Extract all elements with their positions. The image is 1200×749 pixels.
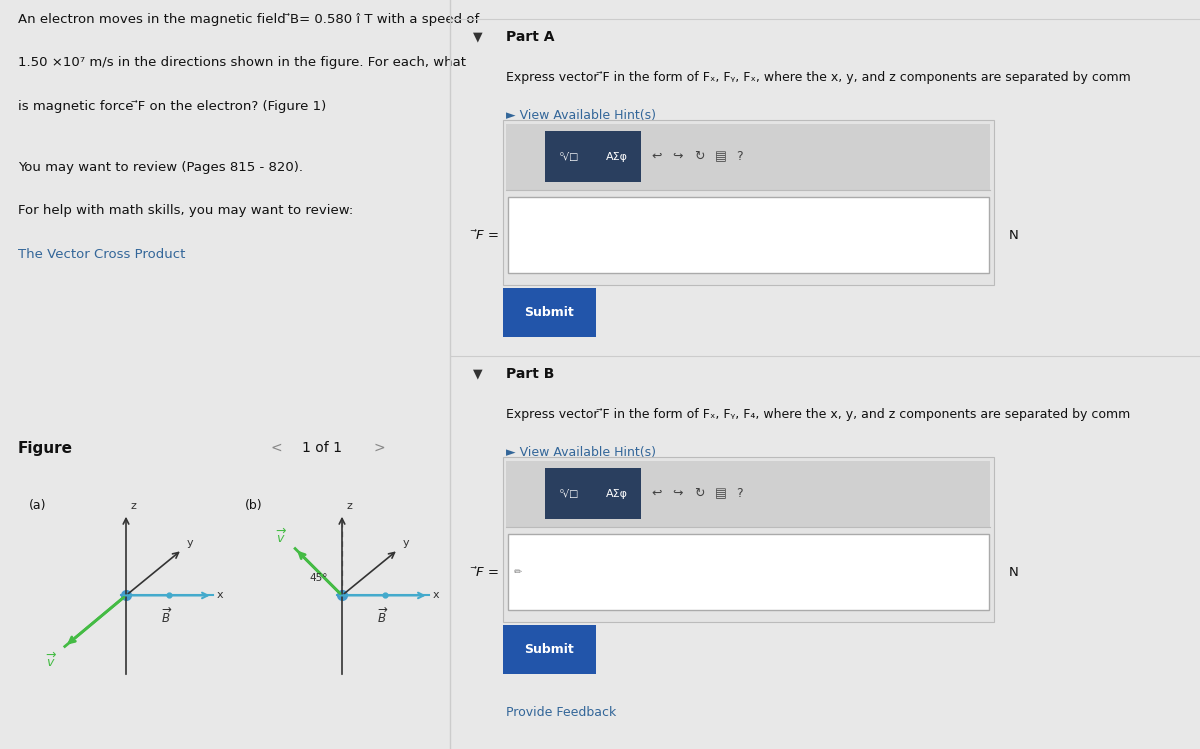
FancyBboxPatch shape (545, 131, 593, 182)
Text: x: x (217, 590, 223, 601)
Text: ✏: ✏ (514, 567, 522, 577)
Text: ↩: ↩ (652, 487, 662, 500)
Text: y: y (402, 538, 409, 548)
Text: (b): (b) (245, 499, 263, 512)
Text: ?: ? (736, 150, 743, 163)
Text: Provide Feedback: Provide Feedback (506, 706, 617, 719)
Text: ↻: ↻ (694, 150, 704, 163)
Text: An electron moves in the magnetic field ⃗B= 0.580 î T with a speed of: An electron moves in the magnetic field … (18, 13, 479, 26)
Text: ↩: ↩ (652, 150, 662, 163)
Text: ↪: ↪ (673, 487, 683, 500)
Text: N: N (1009, 228, 1019, 242)
FancyBboxPatch shape (593, 131, 641, 182)
Text: ⁰√□: ⁰√□ (559, 151, 578, 162)
Text: For help with math skills, you may want to review:: For help with math skills, you may want … (18, 204, 353, 217)
Text: $\overrightarrow{B}$: $\overrightarrow{B}$ (377, 607, 389, 626)
FancyBboxPatch shape (545, 468, 593, 519)
FancyBboxPatch shape (503, 120, 994, 285)
Text: <: < (270, 440, 282, 455)
Text: ?: ? (736, 487, 743, 500)
Text: 1 of 1: 1 of 1 (301, 440, 342, 455)
FancyBboxPatch shape (503, 625, 596, 674)
Text: N: N (1009, 565, 1019, 579)
Text: ⁰√□: ⁰√□ (559, 488, 578, 499)
FancyBboxPatch shape (503, 457, 994, 622)
Text: ↪: ↪ (673, 150, 683, 163)
Text: ΑΣφ: ΑΣφ (606, 151, 628, 162)
Text: ΑΣφ: ΑΣφ (606, 488, 628, 499)
Text: ► View Available Hint(s): ► View Available Hint(s) (506, 446, 656, 458)
Text: 45°: 45° (310, 572, 329, 583)
Text: Express vector ⃗F in the form of Fₓ, Fᵧ, Fₓ, where the x, y, and z components ar: Express vector ⃗F in the form of Fₓ, Fᵧ,… (506, 71, 1132, 84)
Text: ▤: ▤ (715, 487, 726, 500)
Text: ▼: ▼ (473, 30, 482, 43)
Text: >: > (373, 440, 385, 455)
Text: ► View Available Hint(s): ► View Available Hint(s) (506, 109, 656, 121)
Text: is magnetic force ⃗F on the electron? (Figure 1): is magnetic force ⃗F on the electron? (F… (18, 100, 326, 113)
Text: ⃗F =: ⃗F = (476, 565, 499, 579)
FancyBboxPatch shape (508, 197, 989, 273)
Text: ⃗F =: ⃗F = (476, 228, 499, 242)
Text: 1.50 ×10⁷ m/s in the directions shown in the figure. For each, what: 1.50 ×10⁷ m/s in the directions shown in… (18, 56, 466, 70)
FancyBboxPatch shape (508, 534, 989, 610)
FancyBboxPatch shape (506, 461, 990, 527)
Text: z: z (130, 501, 136, 512)
Text: $\overrightarrow{v}$: $\overrightarrow{v}$ (46, 652, 58, 670)
Text: Part A: Part A (506, 30, 554, 44)
Text: The Vector Cross Product: The Vector Cross Product (18, 248, 185, 261)
Text: Submit: Submit (524, 306, 575, 319)
Text: $\overrightarrow{B}$: $\overrightarrow{B}$ (161, 607, 173, 626)
Text: Part B: Part B (506, 367, 554, 381)
FancyBboxPatch shape (503, 288, 596, 337)
Text: x: x (433, 590, 439, 601)
Text: (a): (a) (29, 499, 47, 512)
Text: You may want to review (Pages 815 - 820).: You may want to review (Pages 815 - 820)… (18, 161, 302, 174)
Text: z: z (346, 501, 352, 512)
FancyBboxPatch shape (506, 124, 990, 189)
Text: $\overrightarrow{v}$: $\overrightarrow{v}$ (276, 528, 288, 546)
Text: y: y (186, 538, 193, 548)
Text: Figure: Figure (18, 440, 73, 455)
Text: Express vector ⃗F in the form of Fₓ, Fᵧ, F₄, where the x, y, and z components ar: Express vector ⃗F in the form of Fₓ, Fᵧ,… (506, 408, 1130, 421)
Text: ▤: ▤ (715, 150, 726, 163)
FancyBboxPatch shape (593, 468, 641, 519)
Text: Submit: Submit (524, 643, 575, 656)
Text: ↻: ↻ (694, 487, 704, 500)
Text: ▼: ▼ (473, 367, 482, 380)
